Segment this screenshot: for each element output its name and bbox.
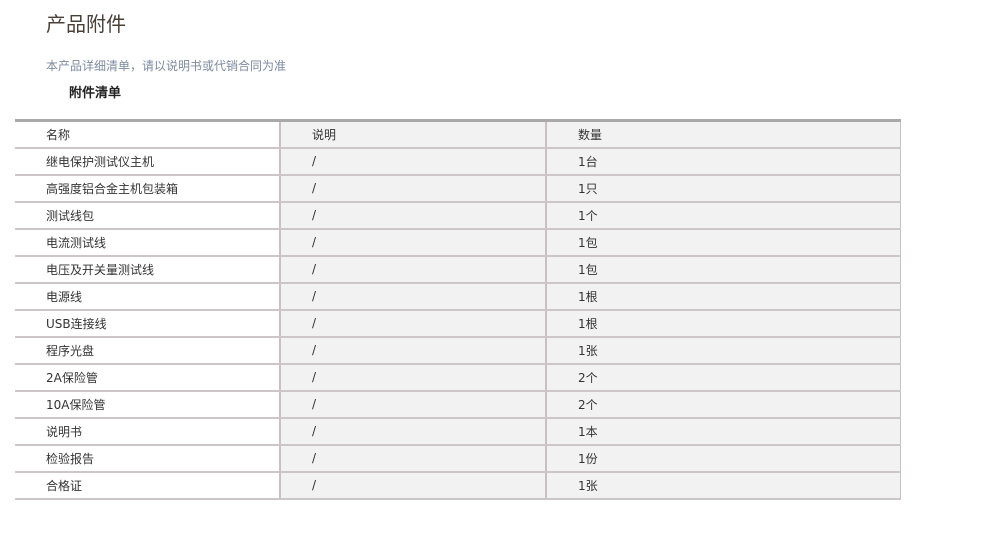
item-description: / [279, 255, 546, 284]
item-quantity: 1根 [545, 309, 901, 338]
table-row: 说明书/1本 [15, 417, 901, 446]
item-name: 程序光盘 [15, 336, 280, 365]
accessories-table: 名称 说明 数量 继电保护测试仪主机/1台 高强度铝合金主机包装箱/1只 测试线包 /… [15, 119, 901, 500]
item-name: 继电保护测试仪主机 [15, 147, 280, 176]
item-quantity: 1包 [545, 255, 901, 284]
item-name: 电流测试线 [15, 228, 280, 257]
item-quantity: 1只 [545, 174, 901, 203]
item-quantity: 1张 [545, 336, 901, 365]
item-description: / [279, 201, 546, 230]
item-description: / [279, 444, 546, 473]
table-header-row: 名称 说明 数量 [15, 120, 901, 149]
item-name: 电源线 [15, 282, 280, 311]
item-quantity: 1台 [545, 147, 901, 176]
item-name: USB连接线 [15, 309, 280, 338]
item-description: / [279, 390, 546, 419]
item-quantity: 1包 [545, 228, 901, 257]
item-name: 检验报告 [15, 444, 280, 473]
table-row: 测试线包/1个 [15, 201, 901, 230]
header-name: 名称 [15, 120, 280, 149]
item-description: / [279, 417, 546, 446]
table-row: 高强度铝合金主机包装箱/1只 [15, 174, 901, 203]
item-name: 高强度铝合金主机包装箱 [15, 174, 280, 203]
header-quantity: 数量 [545, 120, 901, 149]
item-quantity: 2个 [545, 363, 901, 392]
item-name: 说明书 [15, 417, 280, 446]
item-description: / [279, 363, 546, 392]
table-row: 电压及开关量测试线/1包 [15, 255, 901, 284]
item-description: / [279, 471, 546, 500]
item-description: / [279, 309, 546, 338]
table-row: 电源线/1根 [15, 282, 901, 311]
table-row: 检验报告/1份 [15, 444, 901, 473]
table-row: 电流测试线/1包 [15, 228, 901, 257]
item-name: 10A保险管 [15, 390, 280, 419]
item-quantity: 1本 [545, 417, 901, 446]
item-quantity: 2个 [545, 390, 901, 419]
item-name: 合格证 [15, 471, 280, 500]
item-quantity: 1张 [545, 471, 901, 500]
item-description: / [279, 174, 546, 203]
item-name: 测试线包 [15, 201, 280, 230]
item-description: / [279, 147, 546, 176]
table-row: 10A保险管/2个 [15, 390, 901, 419]
item-description: / [279, 282, 546, 311]
table-row: 程序光盘/1张 [15, 336, 901, 365]
item-quantity: 1个 [545, 201, 901, 230]
table-row: 继电保护测试仪主机/1台 [15, 147, 901, 176]
page-title: 产品附件 [46, 12, 126, 36]
list-title: 附件清单 [69, 86, 122, 101]
item-description: / [279, 336, 546, 365]
item-name: 电压及开关量测试线 [15, 255, 280, 284]
table-row: 2A保险管/2个 [15, 363, 901, 392]
table-row: USB连接线/1根 [15, 309, 901, 338]
item-quantity: 1根 [545, 282, 901, 311]
page-subtitle: 本产品详细清单，请以说明书或代销合同为准 [46, 59, 287, 73]
item-description: / [279, 228, 546, 257]
table-row: 合格证/1张 [15, 471, 901, 500]
header-description: 说明 [279, 120, 546, 149]
item-name: 2A保险管 [15, 363, 280, 392]
item-quantity: 1份 [545, 444, 901, 473]
